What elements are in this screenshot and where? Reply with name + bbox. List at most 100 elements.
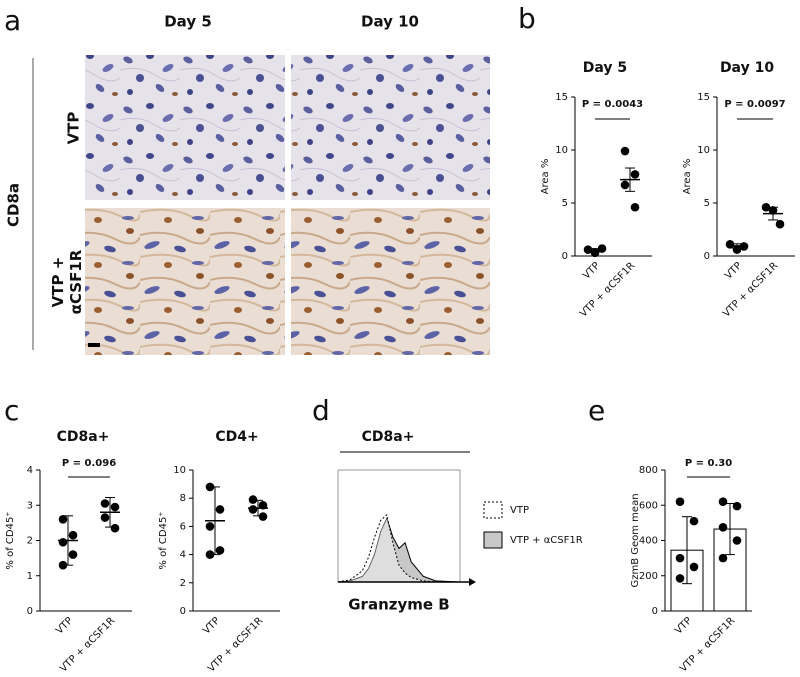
dot [215,505,225,514]
y-tick-label: 15 [555,92,568,103]
y-axis-label: % of CD45⁺ [5,511,16,569]
dot [597,244,607,253]
stain-label: CD8a [5,183,23,227]
micrograph [85,55,285,200]
y-tick-label: 15 [697,92,710,103]
y-axis-label: Area % [540,159,551,195]
dot [248,505,258,514]
dot [689,516,699,526]
y-tick-label: 2 [180,578,186,589]
legend-swatch [483,531,503,549]
dot [620,180,630,190]
dot [110,523,120,533]
legend-label: VTP + αCSF1R [510,535,583,546]
y-tick-label: 6 [180,521,186,532]
y-tick-label: 200 [639,571,658,582]
column-label: Day 10 [361,13,419,31]
y-tick-label: 1 [27,571,33,582]
y-tick-label: 0 [562,251,568,262]
y-tick-label: 400 [639,536,658,547]
dot [739,242,749,251]
dot [58,560,68,570]
panel-label: e [588,394,605,427]
y-axis-label: GzmB Geom mean [630,493,641,587]
x-tick-label: VTP [673,615,694,636]
dot [718,553,728,563]
x-tick-label: VTP [54,615,75,636]
dot [590,248,600,258]
p-value: P = 0.0043 [582,99,643,110]
y-tick-label: 3 [27,500,33,511]
chart-title: CD8a+ [362,429,415,445]
dot [100,513,110,522]
panel-label: d [312,394,330,427]
column-label: Day 5 [164,13,212,31]
y-tick-label: 800 [639,465,658,476]
dot [675,553,685,563]
x-tick-label: VTP [201,615,222,636]
dot [718,522,728,532]
legend-swatch [483,501,503,519]
y-tick-label: 5 [562,198,568,209]
y-tick-label: 4 [180,550,186,561]
x-tick-label: VTP [581,260,602,281]
dot [675,574,685,583]
x-axis-label: Granzyme B [348,596,449,614]
row-label: VTP +αCSF1R [49,249,85,314]
dot [775,219,785,229]
axis-arrow [469,578,476,586]
dot [732,245,742,254]
dot [205,550,215,559]
dot [689,562,699,572]
y-tick-label: 0 [704,251,710,262]
dot [68,530,78,540]
chart-title: Day 10 [720,60,774,76]
scale-bar [88,343,100,347]
dot [258,500,268,510]
y-axis-label: Area % [682,159,693,195]
dot [732,501,742,511]
y-tick-label: 0 [652,606,658,617]
x-tick-label: VTP [723,260,744,281]
p-value: P = 0.096 [62,458,116,469]
dot [630,202,640,212]
legend-label: VTP [510,505,529,516]
dot [583,245,593,254]
dot [110,502,120,512]
dot [620,146,630,156]
y-tick-label: 0 [27,606,33,617]
y-tick-label: 10 [697,145,710,156]
micrograph [85,208,285,355]
panel-label: c [4,394,19,427]
y-tick-label: 2 [27,536,33,547]
dot [58,515,68,524]
dot [718,497,728,507]
y-tick-label: 4 [27,465,33,476]
dot [205,482,215,492]
chart-title: CD8a+ [57,429,110,445]
dot [761,202,771,212]
dot [258,512,268,521]
dot [630,170,640,179]
y-axis-label: % of CD45⁺ [158,511,169,569]
y-tick-label: 8 [180,493,186,504]
row-label: VTP [65,112,83,145]
panel-label: b [518,2,536,35]
dot [675,497,685,507]
p-value: P = 0.30 [685,458,732,469]
chart-title: CD4+ [215,429,258,445]
y-tick-label: 0 [180,606,186,617]
dot [205,522,215,531]
chart-title: Day 5 [583,60,627,76]
y-tick-label: 5 [704,198,710,209]
y-tick-label: 10 [555,145,568,156]
dot [100,499,110,508]
dot [215,546,225,555]
dot [68,550,78,559]
panel-label: a [4,4,21,37]
dot [725,240,735,249]
dot [768,206,778,215]
dot [58,537,68,547]
